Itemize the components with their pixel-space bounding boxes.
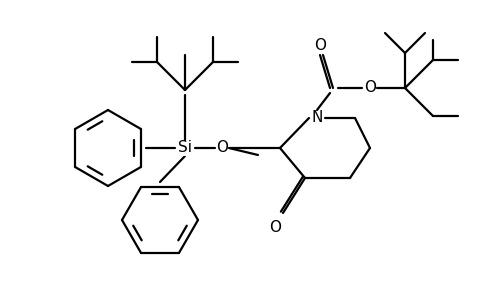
Text: Si: Si bbox=[178, 141, 192, 156]
Text: O: O bbox=[364, 81, 376, 96]
Text: N: N bbox=[311, 111, 323, 126]
Text: O: O bbox=[314, 37, 326, 52]
Text: O: O bbox=[269, 219, 281, 234]
Text: O: O bbox=[216, 141, 228, 156]
